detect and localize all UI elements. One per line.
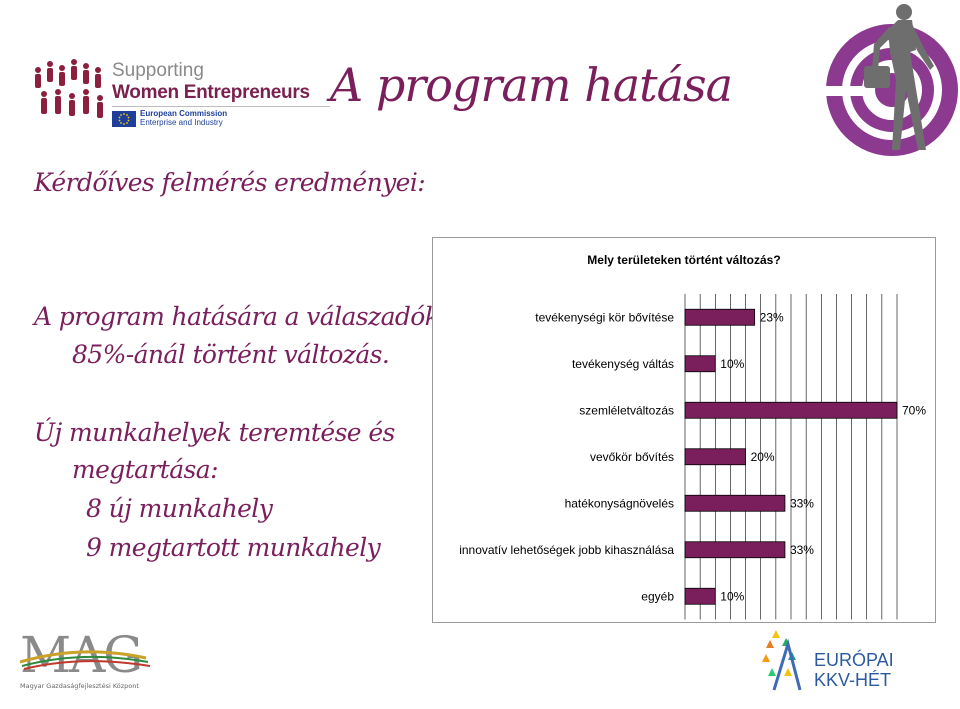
- survey-results-subtitle: Kérdőíves felmérés eredményei:: [34, 168, 426, 197]
- change-areas-chart: Mely területeken történt változás? tevéke…: [432, 237, 936, 623]
- category-label: tevékenység váltás: [572, 357, 674, 371]
- logo-text-enterprise-industry: Enterprise and Industry: [140, 118, 223, 127]
- new-jobs-text: 8 új munkahely: [86, 494, 273, 523]
- category-label: vevőkör bővítés: [590, 450, 674, 464]
- kkv-logo-line2: KKV-HÉT: [814, 670, 891, 690]
- mag-logo: MAG Magyar Gazdaságfejlesztési Központ: [12, 614, 162, 694]
- value-label: 33%: [790, 496, 814, 510]
- retained-jobs-text: 9 megtartott munkahely: [86, 533, 381, 562]
- europai-kkv-het-logo: EURÓPAI KKV-HÉT: [752, 620, 932, 700]
- category-label: innovatív lehetőségek jobb kihasználása: [459, 543, 674, 557]
- logo-text-european-commission: European Commission: [140, 109, 228, 118]
- star-burst-icon: [762, 630, 802, 691]
- jobs-text-line-2: megtartása:: [72, 455, 219, 484]
- bar: [684, 448, 746, 466]
- value-label: 23%: [760, 310, 784, 324]
- value-label: 70%: [902, 403, 926, 417]
- value-label: 20%: [751, 450, 775, 464]
- category-label: szemléletváltozás: [579, 403, 674, 417]
- value-label: 10%: [720, 589, 744, 603]
- bar: [684, 494, 786, 512]
- bar: [684, 587, 716, 605]
- category-label: hatékonyságnövelés: [565, 496, 674, 510]
- supporting-women-entrepreneurs-logo: Supporting Women Entrepreneurs European …: [30, 52, 330, 132]
- bar: [684, 541, 786, 559]
- bar: [684, 355, 716, 373]
- eu-flag-icon: [112, 111, 136, 127]
- category-label: egyéb: [641, 589, 674, 603]
- page-title: A program hatása: [330, 58, 733, 112]
- impact-text-line-1: A program hatására a válaszadók: [34, 302, 440, 331]
- mag-logo-subtitle: Magyar Gazdaságfejlesztési Központ: [20, 682, 139, 690]
- jobs-text-line-1: Új munkahelyek teremtése és: [34, 418, 395, 447]
- logo-divider: [112, 106, 330, 107]
- value-label: 33%: [790, 543, 814, 557]
- people-figures-icon: [35, 59, 103, 118]
- logo-text-supporting: Supporting: [112, 60, 204, 81]
- impact-text-line-2: 85%-ánál történt változás.: [72, 340, 390, 369]
- kkv-logo-line1: EURÓPAI: [814, 649, 894, 670]
- value-label: 10%: [720, 357, 744, 371]
- chart-title: Mely területeken történt változás?: [587, 253, 780, 267]
- chart-svg: Mely területeken történt változás? tevéke…: [459, 253, 926, 620]
- category-label: tevékenységi kör bővítése: [535, 310, 674, 324]
- bar: [684, 401, 898, 419]
- logo-text-women-entrepreneurs: Women Entrepreneurs: [112, 82, 310, 103]
- bar: [684, 308, 756, 326]
- woman-silhouette-logo: [826, 0, 960, 162]
